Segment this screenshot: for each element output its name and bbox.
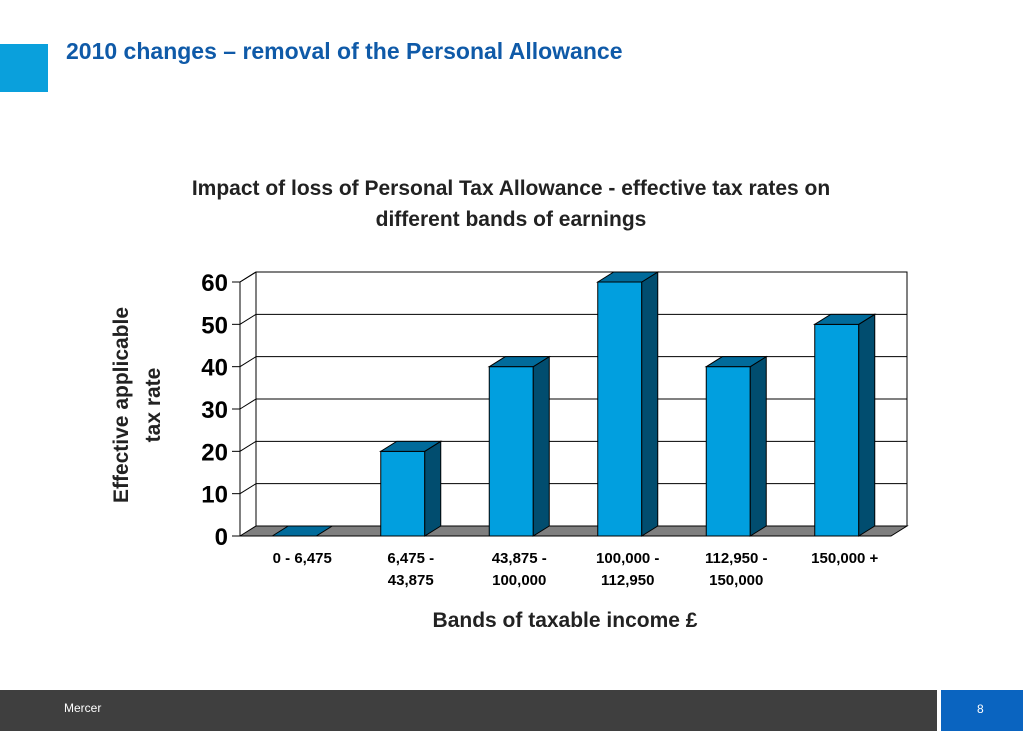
page-number-box (941, 690, 1023, 731)
y-tick-label: 40 (201, 355, 228, 382)
chart-title: Impact of loss of Personal Tax Allowance… (192, 177, 830, 200)
chart-labels: 0 10 20 30 40 50 60 0 - 6,475 6,475 - 43,875 43,87… (110, 177, 879, 632)
gridline-diagonal (239, 356, 257, 368)
y-tick-label: 50 (201, 312, 228, 339)
y-axis-label: tax rate (142, 368, 165, 443)
y-tick-label: 0 (215, 524, 228, 551)
chart-floor (238, 525, 909, 537)
bar (813, 313, 877, 537)
gridline-diagonal (239, 483, 257, 495)
x-axis-label: Bands of taxable income £ (433, 609, 698, 632)
bar (704, 355, 768, 537)
bar (487, 355, 551, 537)
x-tick-label: 6,475 - (387, 550, 434, 567)
bar-front (380, 450, 426, 537)
x-tick-label: 112,950 (601, 572, 654, 589)
slide-title: 2010 changes – removal of the Personal A… (66, 38, 623, 64)
chart-bars (270, 271, 877, 537)
bar (596, 271, 660, 537)
chart: 0 10 20 30 40 50 60 0 - 6,475 6,475 - 43,875 43,87… (110, 177, 909, 632)
x-tick-label: 100,000 (492, 572, 546, 589)
accent-square (0, 44, 48, 92)
y-tick-label: 30 (201, 397, 228, 424)
bar-front (705, 366, 751, 537)
y-tick-label: 60 (201, 270, 228, 297)
x-tick-label: 112,950 - (705, 550, 768, 567)
bar (270, 525, 334, 537)
bar-top (487, 356, 551, 368)
bar-front (488, 366, 534, 537)
x-tick-label: 43,875 - (492, 550, 547, 567)
bar-front (814, 323, 860, 537)
footer-bar (0, 690, 937, 731)
bar-top (813, 313, 877, 325)
x-tick-label: 150,000 (709, 572, 763, 589)
x-tick-label: 100,000 - (596, 550, 659, 567)
page-number: 8 (977, 702, 984, 716)
bar-top (379, 440, 443, 452)
bar-top (270, 525, 334, 537)
bar-side (532, 355, 550, 537)
gridline-diagonal (239, 271, 257, 283)
y-axis-label: Effective applicable (110, 307, 133, 503)
gridline-diagonal (239, 398, 257, 410)
chart-title: different bands of earnings (376, 208, 647, 231)
footer-label: Mercer (64, 701, 102, 715)
bar-top (596, 271, 660, 283)
bar-side (858, 313, 876, 537)
x-tick-label: 150,000 + (811, 550, 878, 567)
chart-gridlines (232, 271, 908, 537)
bar-side (641, 271, 659, 537)
bar-side (424, 440, 442, 537)
y-tick-label: 20 (201, 439, 228, 466)
bar-side (749, 355, 767, 537)
y-tick-label: 10 (201, 482, 228, 509)
bar-front (597, 281, 643, 537)
bar-top (704, 356, 768, 368)
chart-floor-plane (238, 525, 909, 537)
gridline-diagonal (239, 440, 257, 452)
bar (379, 440, 443, 537)
gridline-diagonal (239, 313, 257, 325)
x-tick-label: 0 - 6,475 (273, 550, 332, 567)
x-tick-label: 43,875 (388, 572, 434, 589)
